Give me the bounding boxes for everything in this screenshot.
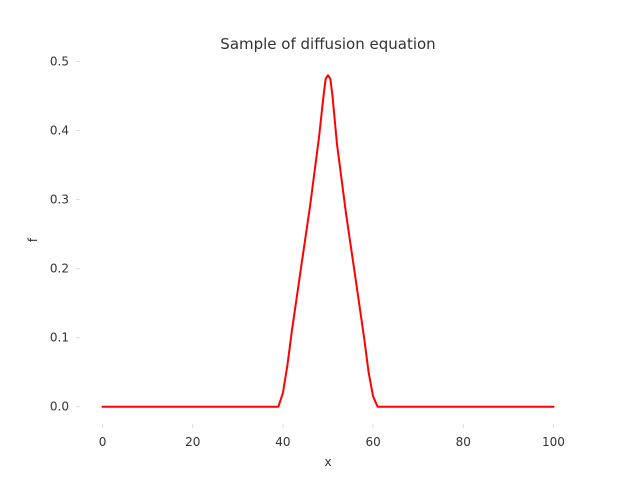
y-tick-label: 0.0: [50, 400, 69, 414]
y-tick-label: 0.5: [50, 54, 69, 68]
series-line: [101, 74, 555, 408]
chart-title: Sample of diffusion equation: [220, 35, 435, 53]
x-tick-label: 100: [542, 435, 565, 449]
y-tick-label: 0.2: [50, 262, 69, 276]
x-axis: 0 20 40 60 80 100: [99, 424, 565, 449]
x-tick-label: 80: [456, 435, 471, 449]
y-axis: 0.0 0.1 0.2 0.3 0.4 0.5: [50, 54, 80, 414]
series-layer: [101, 74, 555, 408]
y-tick-label: 0.4: [50, 124, 69, 138]
x-tick-label: 0: [99, 435, 107, 449]
x-axis-label: x: [324, 455, 331, 469]
x-tick-label: 60: [365, 435, 380, 449]
x-tick-label: 20: [185, 435, 200, 449]
y-tick-label: 0.1: [50, 331, 69, 345]
x-tick-label: 40: [275, 435, 290, 449]
y-axis-label: f: [26, 237, 40, 242]
y-tick-label: 0.3: [50, 193, 69, 207]
